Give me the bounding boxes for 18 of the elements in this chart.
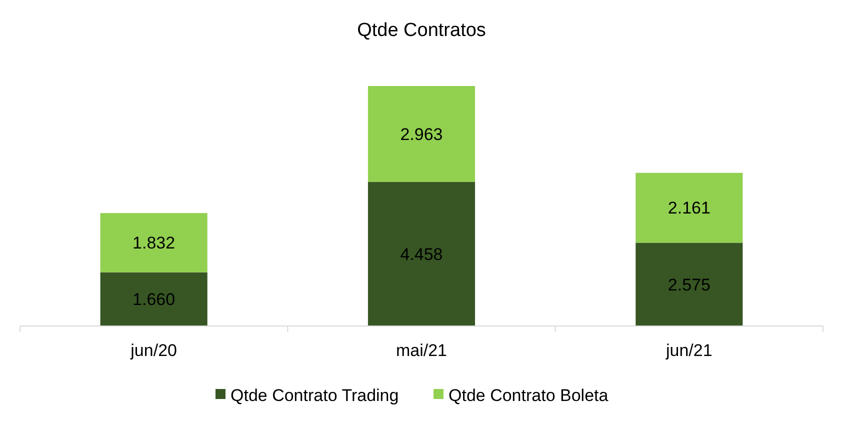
bar bbox=[636, 172, 743, 243]
data-label: 1.832 bbox=[132, 234, 176, 253]
bar bbox=[100, 213, 208, 272]
bar bbox=[100, 272, 208, 326]
data-label: 1.660 bbox=[132, 290, 176, 310]
data-label: 4.458 bbox=[400, 244, 443, 264]
chart-title: Qtde Contratos bbox=[357, 20, 486, 41]
legend-label: Qtde Contrato Boleta bbox=[448, 386, 609, 405]
data-label: 2.161 bbox=[668, 198, 710, 218]
bar bbox=[368, 86, 476, 182]
x-tick-label: jun/21 bbox=[665, 341, 712, 360]
legend-label: Qtde Contrato Trading bbox=[230, 386, 399, 405]
bar bbox=[636, 242, 743, 326]
x-tick-label: jun/20 bbox=[130, 341, 177, 360]
bar bbox=[368, 182, 476, 326]
data-label: 2.575 bbox=[668, 275, 710, 294]
x-tick-label: mai/21 bbox=[396, 341, 448, 360]
data-label: 2.963 bbox=[400, 124, 443, 144]
